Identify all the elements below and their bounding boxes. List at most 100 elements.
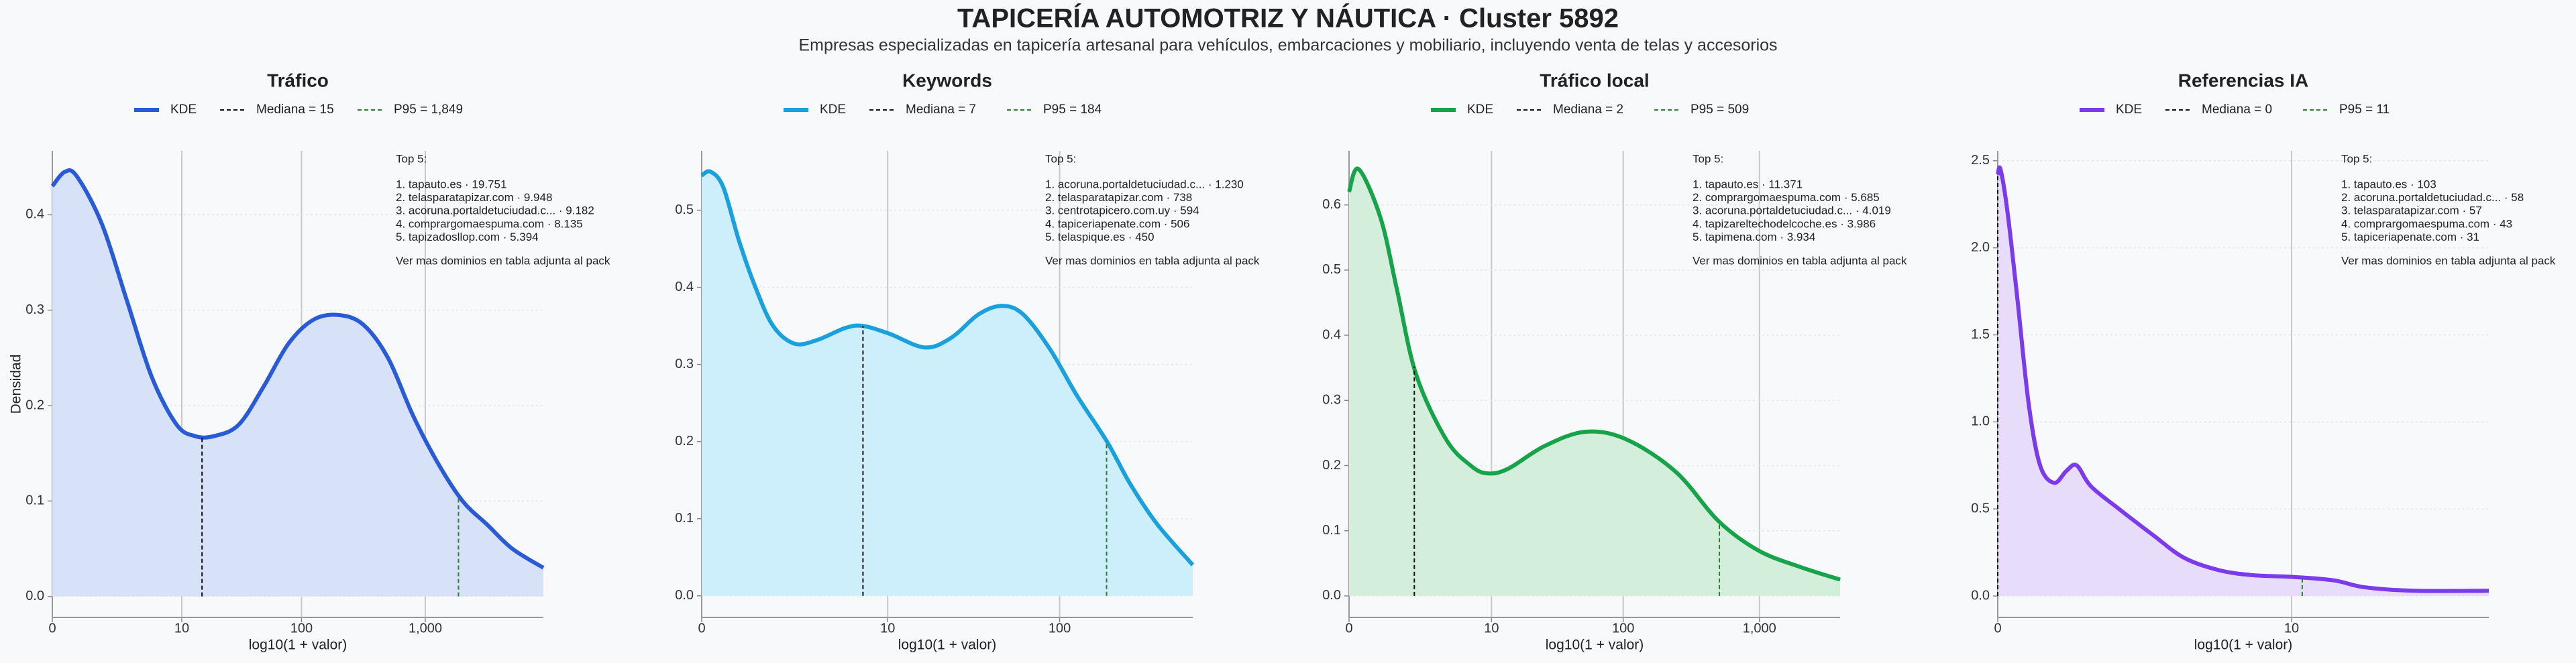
annotation-item: 3. acoruna.portaldetuciudad.c... · 9.182 (396, 204, 594, 217)
panel: Tráfico local 0 10 100 1,000 0.0 0.1 0.2 0.3 0.4 0… (1322, 70, 1907, 652)
y-tick-label: 0.4 (675, 280, 694, 294)
kde-area (1998, 167, 2489, 597)
y-tick-label: 0.2 (25, 398, 44, 412)
annotation-item: 3. acoruna.portaldetuciudad.c... · 4.019 (1693, 204, 1891, 217)
y-tick-label: 0.6 (1322, 197, 1341, 212)
kde-area (1349, 168, 1840, 596)
y-tick-label: 0.0 (675, 588, 694, 603)
panel-title: Keywords (902, 70, 992, 91)
annotation-note: Ver mas dominios en tabla adjunta al pac… (1045, 254, 1260, 267)
panel-title: Tráfico (267, 70, 329, 91)
annotation-item: 4. tapiceriapenate.com · 506 (1045, 217, 1189, 230)
annotation-item: 5. tapizadosllop.com · 5.394 (396, 231, 539, 243)
panel: Tráfico 0 10 100 1,000 0.0 0.1 0.2 0.3 0.4 log10(1… (9, 70, 610, 652)
x-axis-label: log10(1 + valor) (2194, 638, 2293, 653)
panel-title: Tráfico local (1540, 70, 1649, 91)
y-tick-label: 1.0 (1971, 414, 1990, 429)
annotation-note: Ver mas dominios en tabla adjunta al pac… (396, 254, 610, 267)
annotation-title: Top 5: (1693, 152, 1723, 165)
legend-label: KDE (170, 103, 197, 117)
x-tick-label: 100 (290, 621, 313, 636)
y-tick-label: 0.4 (1322, 327, 1341, 342)
y-tick-label: 0.3 (675, 357, 694, 371)
annotation-item: 5. telaspique.es · 450 (1045, 231, 1155, 243)
annotation-item: 5. tapiceriapenate.com · 31 (2341, 231, 2479, 243)
panel-title: Referencias IA (2178, 70, 2309, 91)
legend-label: Mediana = 2 (1553, 103, 1623, 117)
y-tick-label: 0.2 (1322, 458, 1341, 473)
panel: Referencias IA 0 10 0.0 0.5 1.0 1.5 2.0 2.5 log10… (1971, 70, 2556, 652)
y-tick-label: 0.1 (1322, 523, 1341, 538)
legend-label: Mediana = 0 (2202, 103, 2272, 117)
legend-label: P95 = 11 (2339, 103, 2390, 117)
legend-label: P95 = 184 (1043, 103, 1102, 117)
x-tick-label: 100 (1049, 621, 1071, 636)
y-tick-label: 2.0 (1971, 240, 1990, 255)
x-tick-label: 1,000 (409, 621, 442, 636)
y-tick-label: 0.5 (1971, 501, 1990, 516)
x-axis-label: log10(1 + valor) (249, 638, 347, 653)
annotation-item: 4. tapizareltechodelcoche.es · 3.986 (1693, 217, 1876, 230)
legend-label: KDE (820, 103, 846, 117)
y-tick-label: 0.5 (675, 202, 694, 217)
legend-label: P95 = 1,849 (394, 103, 463, 117)
y-tick-label: 0.2 (675, 434, 694, 448)
annotation-note: Ver mas dominios en tabla adjunta al pac… (1693, 254, 1907, 267)
legend-label: KDE (2116, 103, 2142, 117)
x-tick-label: 0 (1994, 621, 2001, 636)
kde-area (702, 171, 1193, 596)
y-tick-label: 0.1 (25, 493, 44, 508)
annotation-title: Top 5: (1045, 152, 1076, 165)
legend-label: KDE (1467, 103, 1493, 117)
annotation-item: 3. centrotapicero.com.uy · 594 (1045, 204, 1199, 217)
y-axis-label: Densidad (9, 355, 24, 414)
annotation-item: 2. telasparatapizar.com · 738 (1045, 191, 1192, 204)
y-tick-label: 0.0 (1322, 588, 1341, 603)
y-tick-label: 0.0 (25, 589, 44, 603)
annotation-item: 4. comprargomaespuma.com · 43 (2341, 217, 2512, 230)
y-tick-label: 0.3 (1322, 393, 1341, 408)
x-tick-label: 1,000 (1743, 621, 1776, 636)
annotation-title: Top 5: (2341, 152, 2372, 165)
kde-line (1996, 165, 2489, 593)
page-title: TAPICERÍA AUTOMOTRIZ Y NÁUTICA · Cluster… (957, 3, 1619, 34)
panel: Keywords 0 10 100 0.0 0.1 0.2 0.3 0.4 0.5 log10(1 … (675, 70, 1260, 652)
annotation-item: 1. tapauto.es · 103 (2341, 178, 2436, 190)
annotation-item: 4. comprargomaespuma.com · 8.135 (396, 217, 583, 230)
x-tick-label: 100 (1612, 621, 1634, 636)
annotation-item: 1. tapauto.es · 19.751 (396, 178, 506, 190)
y-tick-label: 0.4 (25, 207, 44, 222)
x-tick-label: 10 (174, 621, 189, 636)
x-tick-label: 10 (1484, 621, 1499, 636)
kde-line (1347, 166, 1841, 582)
y-tick-label: 0.5 (1322, 262, 1341, 277)
x-axis-label: log10(1 + valor) (898, 638, 997, 653)
legend-label: Mediana = 7 (906, 103, 976, 117)
y-tick-label: 0.0 (1971, 588, 1990, 603)
kde-line (700, 169, 1195, 566)
annotation-title: Top 5: (396, 152, 427, 165)
x-tick-label: 10 (2284, 621, 2299, 636)
annotation-item: 1. acoruna.portaldetuciudad.c... · 1.230 (1045, 178, 1244, 190)
annotation-item: 1. tapauto.es · 11.371 (1693, 178, 1803, 190)
x-tick-label: 10 (880, 621, 895, 636)
y-tick-label: 0.1 (675, 511, 694, 526)
annotation-item: 2. acoruna.portaldetuciudad.c... · 58 (2341, 191, 2524, 204)
y-tick-label: 0.3 (25, 302, 44, 317)
kde-area (52, 170, 543, 597)
kde-line (50, 168, 545, 570)
y-tick-label: 2.5 (1971, 153, 1990, 168)
x-tick-label: 0 (698, 621, 705, 636)
annotation-note: Ver mas dominios en tabla adjunta al pac… (2341, 254, 2556, 267)
x-axis-label: log10(1 + valor) (1546, 638, 1644, 653)
x-tick-label: 0 (48, 621, 56, 636)
x-tick-label: 0 (1345, 621, 1352, 636)
annotation-item: 2. comprargomaespuma.com · 5.685 (1693, 191, 1880, 204)
annotation-item: 5. tapimena.com · 3.934 (1693, 231, 1815, 243)
legend-label: P95 = 509 (1690, 103, 1749, 117)
annotation-item: 3. telasparatapizar.com · 57 (2341, 204, 2482, 217)
annotation-item: 2. telasparatapizar.com · 9.948 (396, 191, 552, 204)
page-subtitle: Empresas especializadas en tapicería art… (798, 36, 1777, 55)
y-tick-label: 1.5 (1971, 327, 1990, 342)
